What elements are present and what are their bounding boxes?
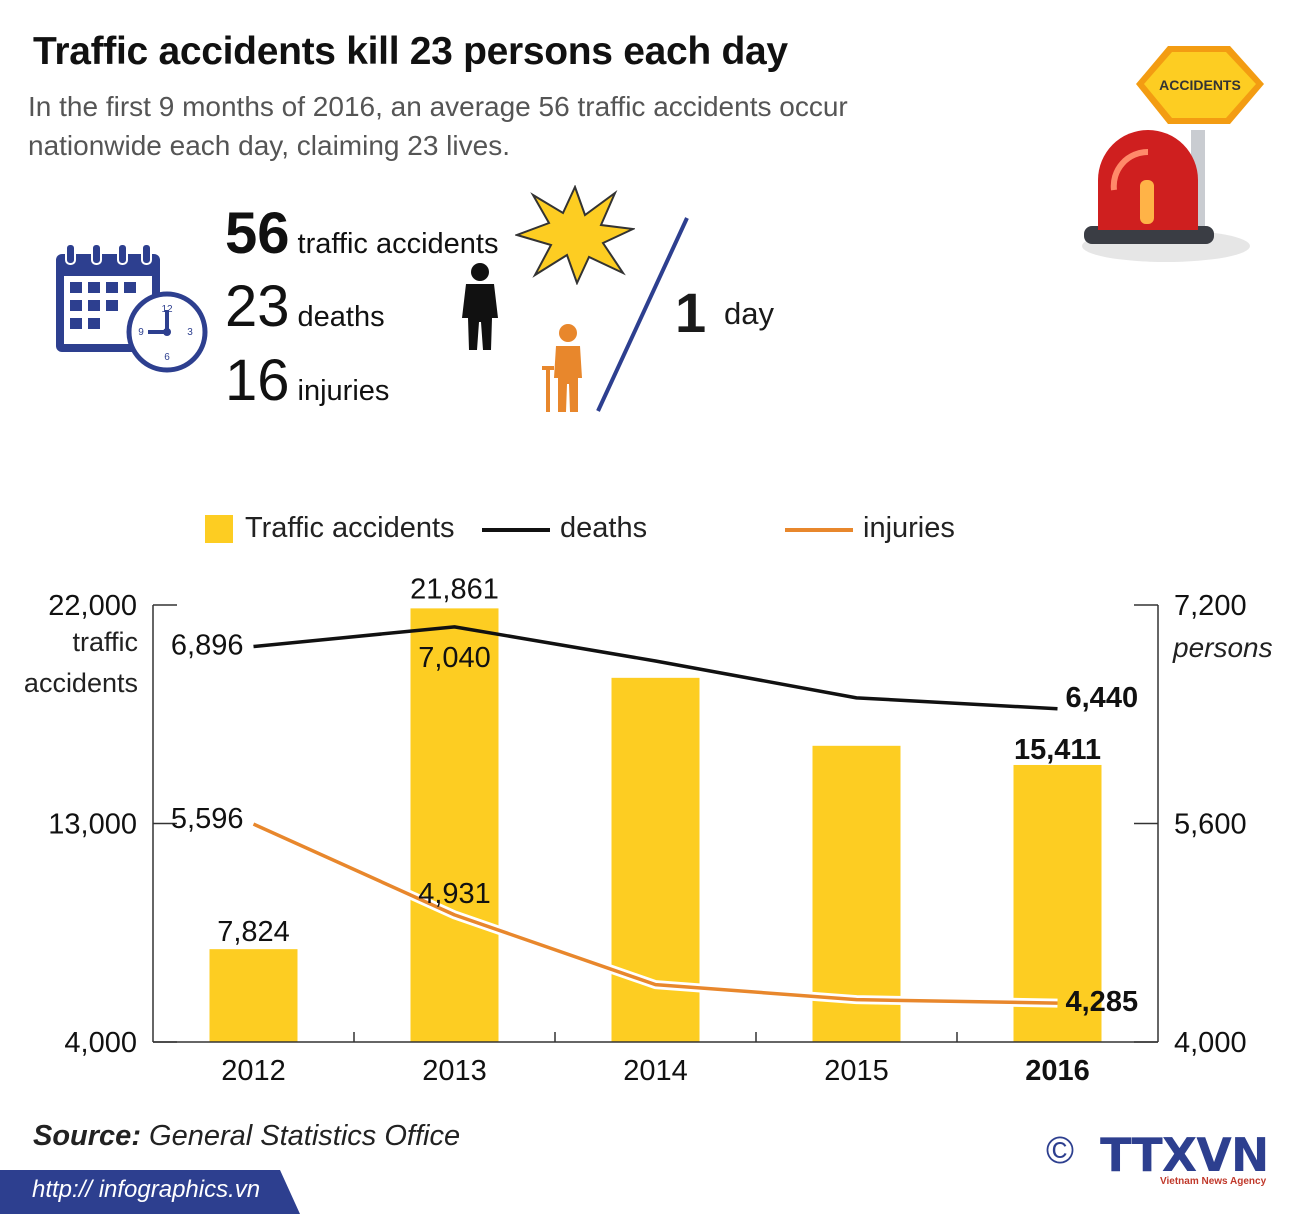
page-title: Traffic accidents kill 23 persons each d… [33,30,788,73]
divider-slash [596,217,689,412]
left-tick-label: 4,000 [64,1027,137,1059]
bar-2013 [410,608,499,1042]
calendar-clock-icon: 12 3 6 9 [56,243,208,373]
injuries-label-2016: 4,285 [1066,986,1139,1018]
stat-deaths-label: deaths [297,301,385,333]
bar-2012 [209,949,298,1042]
svg-text:3: 3 [187,327,193,338]
stat-injuries: 16 injuries [225,352,389,410]
stat-accidents: 56 traffic accidents [225,205,498,263]
bar-label-2012: 7,824 [217,916,290,948]
stat-accidents-number: 56 [225,201,290,266]
bar-2015 [812,745,901,1042]
accident-siren-illustration: ACCIDENTS [1082,46,1264,262]
bar-2016 [1013,764,1102,1042]
x-tick-label: 2012 [221,1055,286,1087]
right-tick-label: 5,600 [1174,809,1247,841]
deaths-label-2012: 6,896 [171,630,244,662]
footer-bar [0,1170,300,1214]
bar-label-2016: 15,411 [1014,734,1101,766]
per-label: day [724,296,774,331]
right-tick-label: 4,000 [1174,1027,1247,1059]
sign-face [1144,52,1256,118]
left-tick-label: 22,000 [48,590,137,622]
left-tick-label: 13,000 [48,809,137,841]
chart: 22,000 13,000 4,000 7,200 5,600 4,000 2012 2013… [48,573,1247,1087]
person-icon [462,263,498,350]
source-text: General Statistics Office [149,1120,461,1152]
svg-text:6: 6 [164,352,170,363]
bar-label-2013: 21,861 [410,573,499,605]
source-line: Source: General Statistics Office [33,1120,460,1153]
legend-accidents: Traffic accidents [245,512,455,544]
injured-person-icon [542,324,582,412]
svg-text:9: 9 [138,327,144,338]
x-tick-label: 2015 [824,1055,889,1087]
injuries-label-2013: 4,931 [418,878,491,910]
source-label: Source: [33,1120,141,1152]
right-axis-title: persons [1173,632,1273,663]
deaths-label-2013: 7,040 [418,642,491,674]
legend-injuries: injuries [863,512,955,544]
stat-accidents-label: traffic accidents [297,228,499,260]
siren-lamp [1140,180,1154,224]
siren-highlight [1110,148,1149,191]
legend-deaths: deaths [560,512,648,544]
stat-injuries-number: 16 [225,348,290,413]
page-subtitle: In the first 9 months of 2016, an averag… [28,91,848,161]
stat-deaths-number: 23 [225,274,290,339]
x-tick-label: 2014 [623,1055,688,1087]
injuries-line [252,822,1058,1005]
copyright-symbol: © [1046,1130,1074,1172]
stat-deaths: 23 deaths [225,278,385,336]
legend-deaths-line [482,528,550,532]
legend-bar-swatch [205,515,233,543]
footer-url-link[interactable]: http:// infographics.vn [32,1176,261,1203]
siren-base [1084,226,1214,244]
stat-injuries-label: injuries [297,375,390,407]
brand-logo: TTXVN [1100,1128,1269,1182]
svg-text:12: 12 [161,304,173,315]
deaths-label-2016: 6,440 [1066,682,1139,714]
explosion-icon [515,185,635,285]
left-axis-title: traffic accidents [23,627,138,698]
x-tick-label: 2016 [1025,1055,1090,1087]
deaths-line [253,625,1058,711]
legend-injuries-line [785,528,853,532]
injuries-label-2012: 5,596 [171,803,244,835]
sign-label: ACCIDENTS [1159,77,1241,93]
per-number: 1 [675,281,707,344]
brand-subtitle: Vietnam News Agency [1160,1176,1267,1187]
right-tick-label: 7,200 [1174,590,1247,622]
x-tick-label: 2013 [422,1055,487,1087]
